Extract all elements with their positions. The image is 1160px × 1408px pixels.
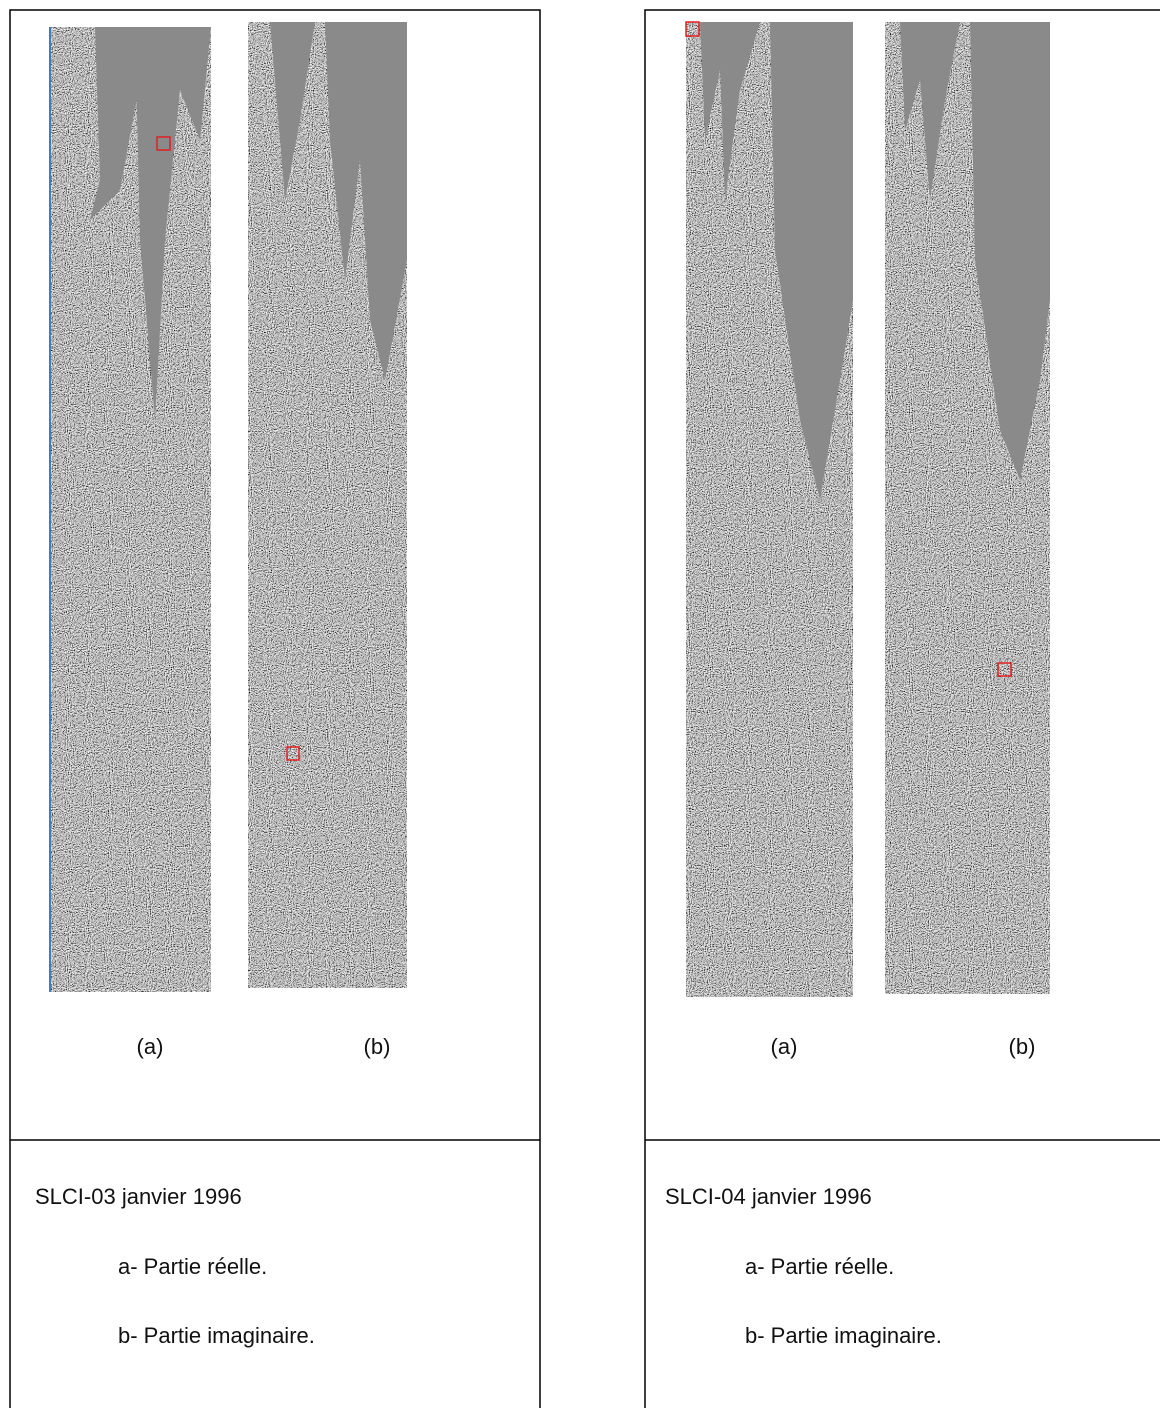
caption-item: a- Partie réelle. (745, 1254, 894, 1279)
caption-title: SLCI-03 janvier 1996 (35, 1184, 242, 1209)
caption-title: SLCI-04 janvier 1996 (665, 1184, 872, 1209)
image (885, 22, 1050, 994)
image-label: (a) (771, 1034, 798, 1059)
document: (a) (b) (a) (b) SLCI-03 janvier 1996 a- … (0, 0, 1160, 1408)
image-label: (b) (1009, 1034, 1036, 1059)
caption-item: a- Partie réelle. (118, 1254, 267, 1279)
image-label: (a) (137, 1034, 164, 1059)
caption-item: b- Partie imaginaire. (118, 1323, 315, 1348)
image (248, 22, 407, 988)
image-label: (b) (364, 1034, 391, 1059)
image (50, 27, 211, 992)
caption-item: b- Partie imaginaire. (745, 1323, 942, 1348)
page: (a) (b) (a) (b) SLCI-03 janvier 1996 a- … (0, 0, 1160, 1408)
image (686, 22, 853, 997)
